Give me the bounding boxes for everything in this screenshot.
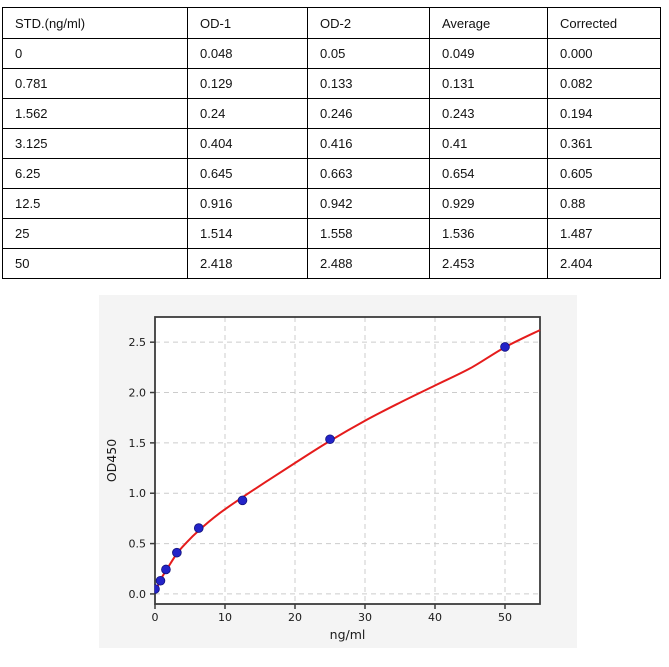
table-cell: 0.000 (547, 38, 661, 69)
data-points (154, 342, 510, 594)
table-cell: 0.781 (2, 68, 188, 99)
table-cell: 6.25 (2, 158, 188, 189)
table-cell: 0.605 (547, 158, 661, 189)
x-tick-label: 10 (218, 611, 232, 624)
table-cell: 0.129 (187, 68, 308, 99)
column-header-1: OD-1 (187, 7, 308, 39)
y-tick-label: 0.5 (129, 538, 147, 551)
table-row: 50 2.418 2.488 2.453 2.404 (2, 248, 661, 279)
table-row: 1.562 0.24 0.246 0.243 0.194 (2, 98, 661, 129)
axis-ticks (150, 341, 506, 609)
table-cell: 0.929 (429, 188, 548, 219)
table-cell: 2.418 (187, 248, 308, 279)
table-cell: 0.24 (187, 98, 308, 129)
table-cell: 0.133 (307, 68, 430, 99)
y-tick-labels: 0.0 0.5 1.0 1.5 2.0 2.5 (129, 336, 147, 601)
y-tick-label: 2.5 (129, 336, 147, 349)
table-cell: 1.562 (2, 98, 188, 129)
table-cell: 2.453 (429, 248, 548, 279)
table-cell: 0.41 (429, 128, 548, 159)
table-cell: 0.942 (307, 188, 430, 219)
column-header-2: OD-2 (307, 7, 430, 39)
table-cell: 1.536 (429, 218, 548, 249)
standard-curve-figure: 0 10 20 30 40 50 0.0 0.5 1.0 1.5 2.0 2.5 ng/ml OD4… (99, 295, 577, 648)
table-cell: 0.194 (547, 98, 661, 129)
x-axis-label: ng/ml (330, 627, 366, 642)
table-cell: 12.5 (2, 188, 188, 219)
table-cell: 0.361 (547, 128, 661, 159)
standard-curve-chart: 0 10 20 30 40 50 0.0 0.5 1.0 1.5 2.0 2.5 ng/ml OD4… (99, 295, 577, 648)
x-tick-label: 40 (428, 611, 442, 624)
table-cell: 0.131 (429, 68, 548, 99)
table-row: 0.781 0.129 0.133 0.131 0.082 (2, 68, 661, 99)
table-cell: 0.404 (187, 128, 308, 159)
axes-spines (154, 316, 541, 605)
y-tick-label: 1.0 (129, 487, 147, 500)
table-cell: 1.487 (547, 218, 661, 249)
data-point (172, 547, 182, 558)
y-tick-label: 2.0 (129, 387, 147, 400)
y-axis-label: OD450 (104, 439, 119, 482)
table-cell: 0.243 (429, 98, 548, 129)
standards-table: STD.(ng/ml) OD-1 OD-2 Average Corrected 0 0.0… (2, 7, 661, 279)
table-cell: 2.404 (547, 248, 661, 279)
table-cell: 50 (2, 248, 188, 279)
table-row: 25 1.514 1.558 1.536 1.487 (2, 218, 661, 249)
table-cell: 0.645 (187, 158, 308, 189)
table-cell: 2.488 (307, 248, 430, 279)
table-cell: 0 (2, 38, 188, 69)
table-cell: 0.663 (307, 158, 430, 189)
x-tick-label: 30 (358, 611, 372, 624)
data-point (154, 584, 160, 594)
table-cell: 0.416 (307, 128, 430, 159)
y-tick-label: 1.5 (129, 437, 147, 450)
table-cell: 0.246 (307, 98, 430, 129)
table-cell: 0.654 (429, 158, 548, 189)
table-row: 0 0.048 0.05 0.049 0.000 (2, 38, 661, 69)
data-point (155, 575, 166, 586)
column-header-3: Average (429, 7, 548, 39)
table-row: 6.25 0.645 0.663 0.654 0.605 (2, 158, 661, 189)
table-cell: 3.125 (2, 128, 188, 159)
table-cell: 25 (2, 218, 188, 249)
x-tick-label: 0 (152, 611, 159, 624)
table-cell: 0.88 (547, 188, 661, 219)
x-tick-label: 20 (288, 611, 302, 624)
table-cell: 0.048 (187, 38, 308, 69)
table-cell: 0.916 (187, 188, 308, 219)
x-tick-label: 50 (498, 611, 512, 624)
table-header-row: STD.(ng/ml) OD-1 OD-2 Average Corrected (2, 7, 661, 39)
table-cell: 0.082 (547, 68, 661, 99)
table-cell: 0.05 (307, 38, 430, 69)
column-header-4: Corrected (547, 7, 661, 39)
table-cell: 0.049 (429, 38, 548, 69)
table-cell: 1.558 (307, 218, 430, 249)
table-row: 3.125 0.404 0.416 0.41 0.361 (2, 128, 661, 159)
data-point (325, 434, 335, 445)
table-cell: 1.514 (187, 218, 308, 249)
x-tick-labels: 0 10 20 30 40 50 (152, 611, 513, 624)
data-point (237, 495, 248, 506)
column-header-0: STD.(ng/ml) (2, 7, 188, 39)
table-row: 12.5 0.916 0.942 0.929 0.88 (2, 188, 661, 219)
data-point (161, 564, 171, 575)
y-tick-label: 0.0 (129, 588, 147, 601)
data-point (500, 342, 510, 352)
data-point (193, 523, 204, 533)
